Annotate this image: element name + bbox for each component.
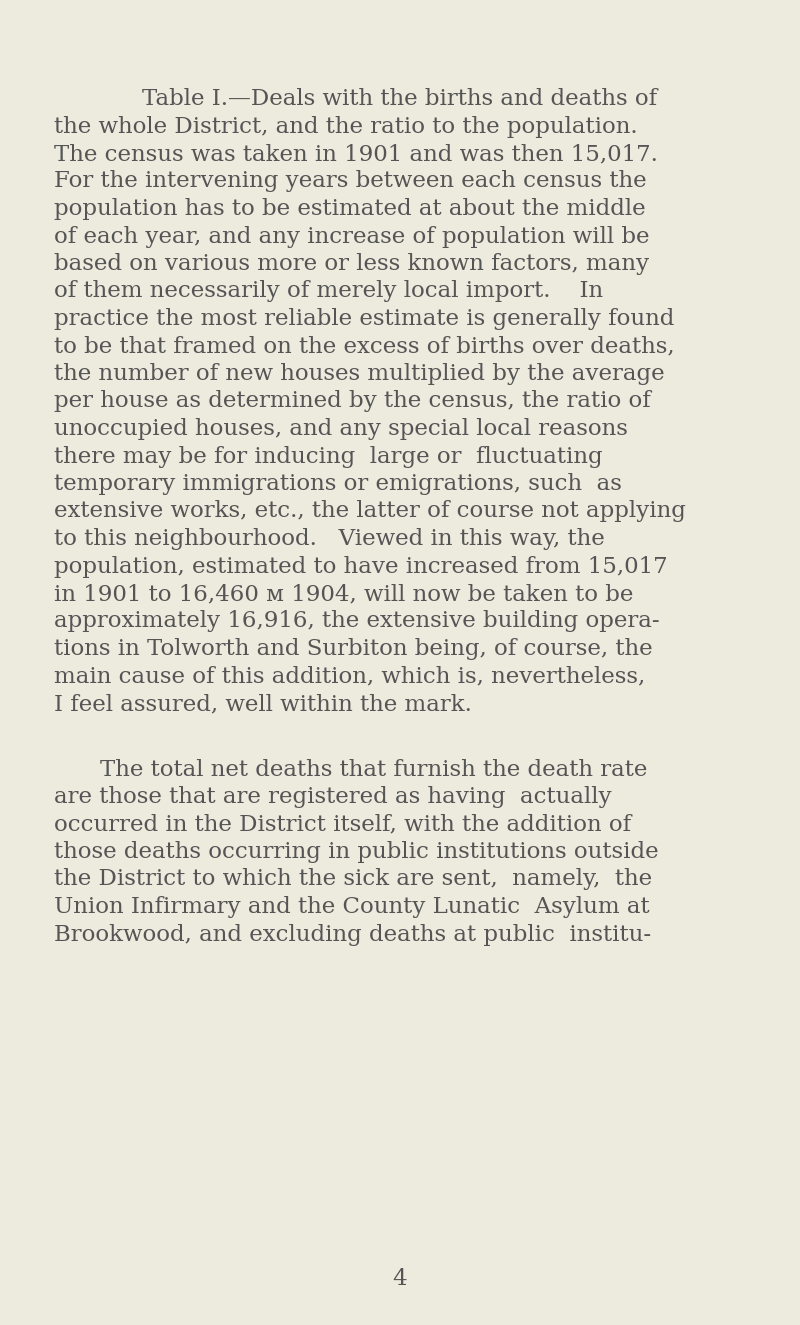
- Text: of each year, and any increase of population will be: of each year, and any increase of popula…: [54, 225, 650, 248]
- Text: population, estimated to have increased from 15,017: population, estimated to have increased …: [54, 555, 668, 578]
- Text: The census was taken in 1901 and was then 15,017.: The census was taken in 1901 and was the…: [54, 143, 658, 166]
- Text: unoccupied houses, and any special local reasons: unoccupied houses, and any special local…: [54, 417, 628, 440]
- Text: Brookwood, and excluding deaths at public  institu-: Brookwood, and excluding deaths at publi…: [54, 924, 651, 946]
- Text: the whole District, and the ratio to the population.: the whole District, and the ratio to the…: [54, 115, 638, 138]
- Text: are those that are registered as having  actually: are those that are registered as having …: [54, 786, 612, 808]
- Text: Union Infirmary and the County Lunatic  Asylum at: Union Infirmary and the County Lunatic A…: [54, 896, 650, 918]
- Text: I feel assured, well within the mark.: I feel assured, well within the mark.: [54, 693, 472, 716]
- Text: For the intervening years between each census the: For the intervening years between each c…: [54, 171, 646, 192]
- Text: practice the most reliable estimate is generally found: practice the most reliable estimate is g…: [54, 307, 674, 330]
- Text: occurred in the District itself, with the addition of: occurred in the District itself, with th…: [54, 814, 631, 836]
- Text: to be that framed on the excess of births over deaths,: to be that framed on the excess of birth…: [54, 335, 674, 358]
- Text: extensive works, etc., the latter of course not applying: extensive works, etc., the latter of cou…: [54, 501, 686, 522]
- Text: Table I.—Deals with the births and deaths of: Table I.—Deals with the births and death…: [142, 87, 658, 110]
- Text: The total net deaths that furnish the death rate: The total net deaths that furnish the de…: [100, 758, 647, 780]
- Text: the District to which the sick are sent,  namely,  the: the District to which the sick are sent,…: [54, 868, 652, 890]
- Text: temporary immigrations or emigrations, such  as: temporary immigrations or emigrations, s…: [54, 473, 622, 496]
- Text: 4: 4: [393, 1268, 407, 1291]
- Text: the number of new houses multiplied by the average: the number of new houses multiplied by t…: [54, 363, 665, 386]
- Text: to this neighbourhood.   Viewed in this way, the: to this neighbourhood. Viewed in this wa…: [54, 527, 605, 550]
- Text: main cause of this addition, which is, nevertheless,: main cause of this addition, which is, n…: [54, 665, 646, 688]
- Text: there may be for inducing  large or  fluctuating: there may be for inducing large or fluct…: [54, 445, 602, 468]
- Text: those deaths occurring in public institutions outside: those deaths occurring in public institu…: [54, 841, 658, 863]
- Text: in 1901 to 16,460 ᴍ 1904, will now be taken to be: in 1901 to 16,460 ᴍ 1904, will now be ta…: [54, 583, 634, 606]
- Text: per house as determined by the census, the ratio of: per house as determined by the census, t…: [54, 391, 650, 412]
- Text: based on various more or less known factors, many: based on various more or less known fact…: [54, 253, 649, 276]
- Text: tions in Tolworth and Surbiton being, of course, the: tions in Tolworth and Surbiton being, of…: [54, 639, 653, 660]
- Text: of them necessarily of merely local import.    In: of them necessarily of merely local impo…: [54, 281, 603, 302]
- Text: approximately 16,916, the extensive building opera-: approximately 16,916, the extensive buil…: [54, 611, 660, 632]
- Text: population has to be estimated at about the middle: population has to be estimated at about …: [54, 197, 646, 220]
